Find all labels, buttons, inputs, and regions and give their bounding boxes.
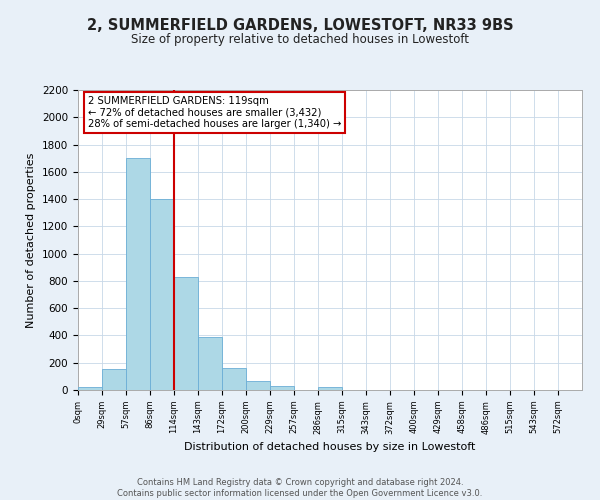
Bar [222,368,246,390]
X-axis label: Distribution of detached houses by size in Lowestoft: Distribution of detached houses by size … [184,442,476,452]
Bar [102,369,126,390]
Text: 2, SUMMERFIELD GARDENS, LOWESTOFT, NR33 9BS: 2, SUMMERFIELD GARDENS, LOWESTOFT, NR33 … [86,18,514,32]
Text: Contains HM Land Registry data © Crown copyright and database right 2024.
Contai: Contains HM Land Registry data © Crown c… [118,478,482,498]
Text: Size of property relative to detached houses in Lowestoft: Size of property relative to detached ho… [131,32,469,46]
Bar [126,158,150,390]
Text: 2 SUMMERFIELD GARDENS: 119sqm
← 72% of detached houses are smaller (3,432)
28% o: 2 SUMMERFIELD GARDENS: 119sqm ← 72% of d… [88,96,341,129]
Bar [150,199,174,390]
Bar [198,337,222,390]
Bar [246,381,270,390]
Bar [270,386,294,390]
Bar [78,388,102,390]
Bar [174,277,198,390]
Bar [318,386,342,390]
Y-axis label: Number of detached properties: Number of detached properties [26,152,37,328]
